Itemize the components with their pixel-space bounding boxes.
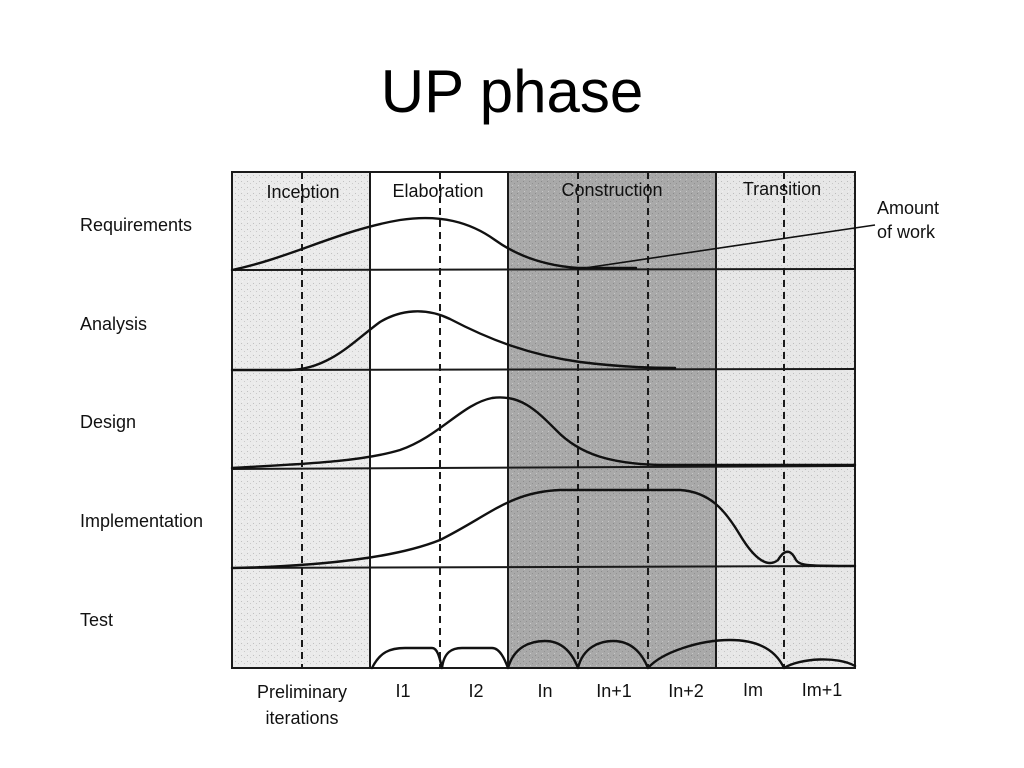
iteration-label-i1: I1 <box>395 681 410 701</box>
row-divider-analysis <box>231 368 856 371</box>
iteration-label-preliminary-line2: iterations <box>265 708 338 728</box>
workflow-label-design: Design <box>80 412 136 432</box>
workflow-label-implementation: Implementation <box>80 511 203 531</box>
iteration-label-in: In <box>537 681 552 701</box>
iteration-label-im: Im <box>743 680 763 700</box>
implementation-workload-curve <box>230 488 857 570</box>
iteration-label-preliminary-line1: Preliminary <box>257 682 347 702</box>
design-workload-curve <box>230 396 857 470</box>
row-divider-requirements <box>231 268 856 271</box>
analysis-workload-curve <box>230 310 677 372</box>
workflow-label-requirements: Requirements <box>80 215 192 235</box>
phase-label-elaboration: Elaboration <box>392 181 483 201</box>
stipple-texture-construction <box>508 172 716 668</box>
workflow-label-analysis: Analysis <box>80 314 147 334</box>
slide-title: UP phase <box>381 58 643 125</box>
iteration-label-i2: I2 <box>468 681 483 701</box>
phase-label-inception: Inception <box>266 182 339 202</box>
workflow-label-test: Test <box>80 610 113 630</box>
row-divider-design <box>231 465 856 470</box>
iteration-label-im-plus-1: Im+1 <box>802 680 843 700</box>
diagram-frame <box>231 171 856 669</box>
amount-of-work-leader-line <box>577 224 876 270</box>
test-workload-curve <box>370 638 857 670</box>
amount-of-work-label-line1: Amount <box>877 198 939 218</box>
stipple-texture-transition <box>716 172 855 668</box>
phase-label-construction: Construction <box>561 180 662 200</box>
requirements-workload-curve <box>230 216 638 272</box>
iteration-label-in-plus-1: In+1 <box>596 681 632 701</box>
amount-of-work-label-line2: of work <box>877 222 936 242</box>
iteration-label-in-plus-2: In+2 <box>668 681 704 701</box>
row-divider-implementation <box>231 565 856 569</box>
phase-label-transition: Transition <box>743 179 821 199</box>
